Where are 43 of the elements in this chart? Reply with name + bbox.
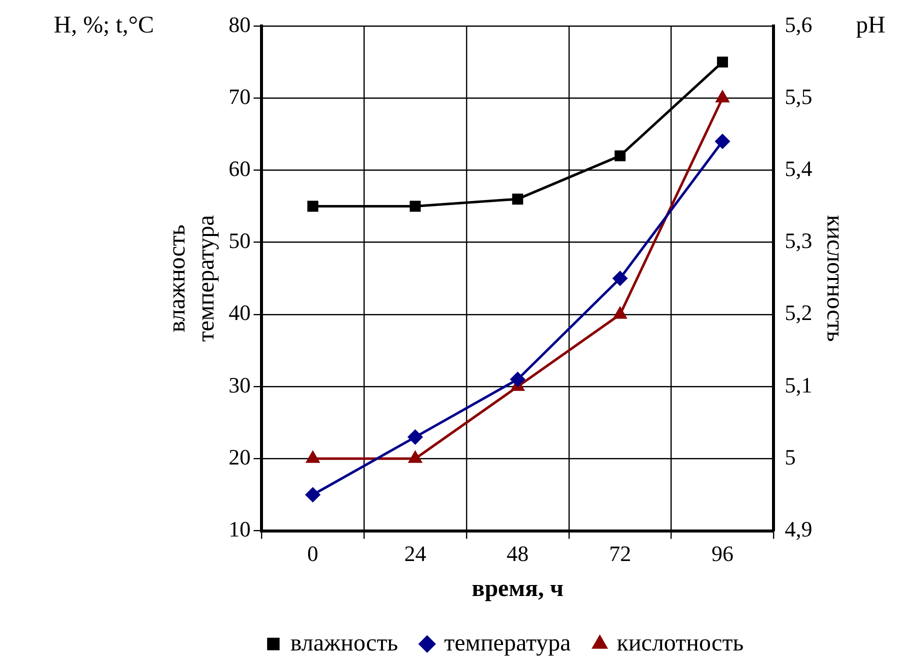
y2-axis-title: кислотность bbox=[821, 214, 848, 342]
legend-label: кислотность bbox=[616, 630, 744, 656]
y-tick-label: 50 bbox=[228, 228, 251, 254]
y-tick-label: 10 bbox=[228, 516, 251, 542]
text: pH bbox=[856, 12, 886, 38]
x-tick-label: 48 bbox=[506, 540, 529, 566]
y-tick-label: 70 bbox=[228, 84, 251, 109]
point bbox=[408, 430, 422, 444]
x-tick-label: 0 bbox=[307, 540, 318, 566]
y-tick-label: 40 bbox=[228, 300, 251, 326]
point bbox=[717, 56, 728, 68]
y2-tick-label: 5 bbox=[784, 444, 796, 470]
point bbox=[715, 134, 730, 149]
legend-label: влажность bbox=[290, 630, 398, 656]
x-axis-title: время, ч bbox=[472, 576, 564, 602]
legend-label: температура bbox=[444, 630, 572, 656]
y2-tick-label: 5,2 bbox=[784, 300, 812, 326]
y2-tick-label: 5,5 bbox=[784, 84, 812, 109]
point bbox=[510, 372, 525, 387]
y2-tick-label: 5,4 bbox=[784, 156, 812, 182]
y-tick-label: 60 bbox=[228, 156, 251, 182]
y2-tick-label: 4,9 bbox=[784, 516, 812, 542]
y-tick-label: 20 bbox=[228, 444, 251, 470]
x-tick-label: 96 bbox=[711, 540, 734, 566]
point bbox=[612, 271, 628, 286]
y2-tick-label: 5,1 bbox=[784, 372, 812, 398]
point bbox=[307, 200, 318, 212]
point bbox=[716, 90, 729, 102]
y2-tick-label: 5,6 bbox=[784, 12, 812, 37]
point bbox=[408, 451, 422, 463]
y-tick-label: 30 bbox=[228, 372, 251, 398]
point bbox=[410, 200, 421, 212]
point bbox=[306, 451, 320, 463]
text: H, %; t,°C bbox=[54, 12, 154, 38]
x-tick-label: 72 bbox=[609, 540, 632, 566]
point bbox=[512, 194, 524, 205]
point bbox=[306, 487, 320, 502]
y-tick-label: 80 bbox=[228, 12, 251, 37]
y2-tick-label: 5,3 bbox=[784, 228, 812, 254]
y-axis-title: влажность температура bbox=[164, 214, 220, 342]
point bbox=[614, 150, 626, 162]
x-tick-label: 24 bbox=[404, 540, 426, 566]
point bbox=[614, 307, 627, 319]
